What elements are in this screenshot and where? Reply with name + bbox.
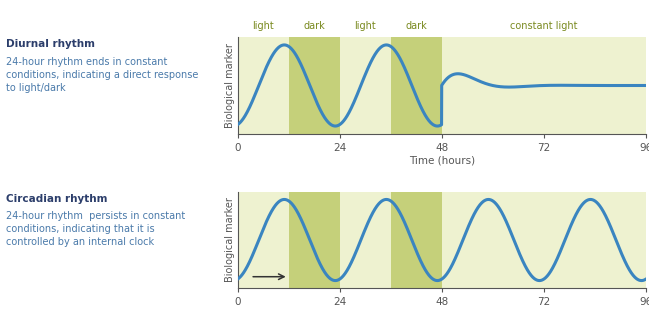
Text: Circadian rhythm: Circadian rhythm [6,194,108,204]
Bar [391,192,441,288]
Text: constant light: constant light [510,21,578,31]
Text: Diurnal rhythm: Diurnal rhythm [6,39,95,49]
Bar [391,37,441,134]
X-axis label: Time (hours): Time (hours) [409,156,474,166]
Bar [289,192,339,288]
Text: dark: dark [303,21,325,31]
Bar [289,37,339,134]
Text: light: light [354,21,376,31]
Text: 24-hour rhythm ends in constant
conditions, indicating a direct response
to ligh: 24-hour rhythm ends in constant conditio… [6,56,199,93]
Y-axis label: Biological marker: Biological marker [225,197,235,282]
Text: dark: dark [405,21,427,31]
Y-axis label: Biological marker: Biological marker [225,43,235,128]
Text: light: light [252,21,274,31]
Text: 24-hour rhythm  persists in constant
conditions, indicating that it is
controlle: 24-hour rhythm persists in constant cond… [6,211,186,247]
